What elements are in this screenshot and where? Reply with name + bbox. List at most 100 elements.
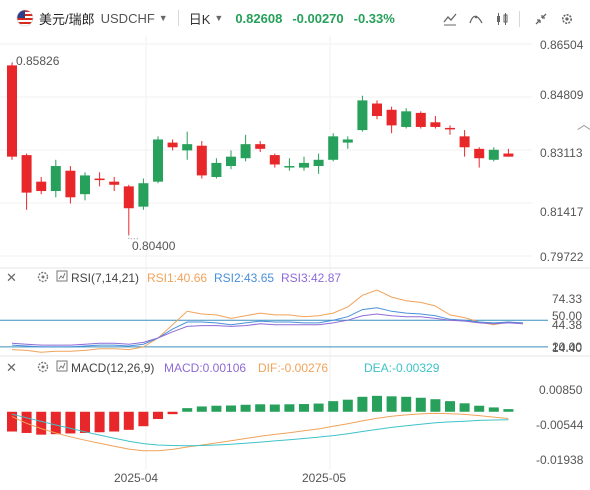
macd-bar [153,411,163,419]
macd-bar [255,404,266,412]
price-axis: 0.86504 0.84809 0.83113 0.81417 0.79722 [540,38,584,264]
macd-bar [342,399,353,412]
rsi-line-1 [11,289,524,353]
macd-bar [211,405,222,412]
candle-body [211,162,222,177]
price-tick-label: 0.86504 [540,38,584,52]
interval-selector[interactable]: 日K [188,11,211,27]
candle-body [488,149,499,160]
interval-dropdown-icon[interactable]: ▼ [214,13,224,23]
macd-pane [7,395,514,452]
macd-bar [430,399,441,412]
dif-line [11,412,509,452]
macd-bar [503,409,514,412]
macd-bar [182,408,193,412]
time-tick-label: 2025-05 [302,471,346,485]
price-change: -0.00270 [292,10,344,26]
macd-bar [299,404,309,412]
settings-icon[interactable] [556,9,578,29]
macd-bar [386,396,397,412]
rsi-pane [0,289,548,353]
chevron-up-icon[interactable]: ︿ [577,116,590,132]
symbol-dropdown-icon[interactable]: ▼ [158,13,168,23]
symbol-code[interactable]: USDCHF [100,10,155,26]
candle-body [474,148,485,159]
macd-bar [328,401,339,412]
macd-legend: MACD:0.00106 [164,361,246,375]
us-flag-icon [16,9,34,27]
macd-bar [196,406,207,412]
high-annotation: 0.85826 [16,54,60,68]
macd-tick-label: -0.01938 [536,453,584,467]
drawing-tool-icon[interactable] [439,9,461,29]
candle-body [255,144,266,149]
macd-bar [94,411,105,433]
price-change-percent: -0.33% [353,10,395,26]
candle-body [109,181,120,185]
rsi-title: RSI(7,14,21) [71,271,139,285]
rsi-tick-label: 44.38 [552,318,582,332]
toolbar [435,9,578,29]
indicator-icon[interactable] [465,9,487,29]
rsi-tick-label: 20.00 [552,340,582,354]
macd-bar [474,405,485,412]
collapse-icon[interactable] [530,9,552,29]
candle-body [196,145,207,176]
rsi-line-3 [11,313,524,346]
candle-body [123,186,134,209]
low-annotation: 0.80400 [132,239,176,253]
rsi-tick-label: 74.33 [552,292,582,306]
candle-body [284,166,295,168]
last-price: 0.82608 [235,10,283,26]
low-marker-line [128,234,139,240]
indicator-box-icon[interactable] [56,360,68,372]
rsi-axis: 74.33 50.00 44.38 20.00 14.40 [552,292,582,355]
macd-bar [284,404,295,412]
indicator-box-icon[interactable] [56,270,68,282]
candle-body [21,155,32,193]
macd-bar [21,411,32,433]
dif-legend: DIF:-0.00276 [258,361,328,375]
candle-body [240,144,251,159]
candle-body [226,156,236,167]
symbol-name[interactable]: 美元/瑞郎 [39,11,95,27]
candle-body [80,175,90,195]
price-tick-label: 0.83113 [540,146,583,160]
candle-body [167,142,178,148]
rsi1-legend: RSI1:40.66 [147,271,207,285]
chart-type-icon[interactable] [491,9,513,29]
candle-body [459,136,470,148]
macd-title-row: ✕ MACD(12,26,9) MACD:0.00106 DIF:-0.0027… [6,360,440,375]
rsi-title-row: ✕ RSI(7,14,21) RSI1:40.66 RSI2:43.65 RSI… [6,270,341,285]
grid-lines [0,36,532,470]
macd-bar [65,411,76,434]
macd-bar [313,403,324,412]
candle-body [36,181,47,192]
candle-body [445,127,455,130]
macd-axis: 0.00850 -0.00544 -0.01938 [536,383,584,467]
divider [177,10,179,26]
macd-bar [459,403,470,412]
price-tick-label: 0.84809 [540,88,584,102]
hide-icon[interactable]: ✕ [6,360,17,375]
candle-body [299,162,309,168]
macd-bar [401,396,412,412]
macd-bar [80,411,90,433]
candle-body [65,170,76,198]
macd-bar [226,405,236,412]
hide-icon[interactable]: ✕ [6,270,17,285]
candle-body [313,159,324,167]
candle-body [7,65,17,157]
settings-icon[interactable] [37,271,49,283]
macd-bar [109,411,120,432]
macd-bar [445,401,455,412]
candlestick-series [7,62,514,235]
macd-bar [7,411,17,432]
macd-title: MACD(12,26,9) [71,361,154,375]
settings-icon[interactable] [37,361,49,373]
rsi3-legend: RSI3:42.87 [281,271,341,285]
macd-bar [488,407,499,412]
candle-body [50,166,61,192]
price-tick-label: 0.81417 [540,205,584,219]
